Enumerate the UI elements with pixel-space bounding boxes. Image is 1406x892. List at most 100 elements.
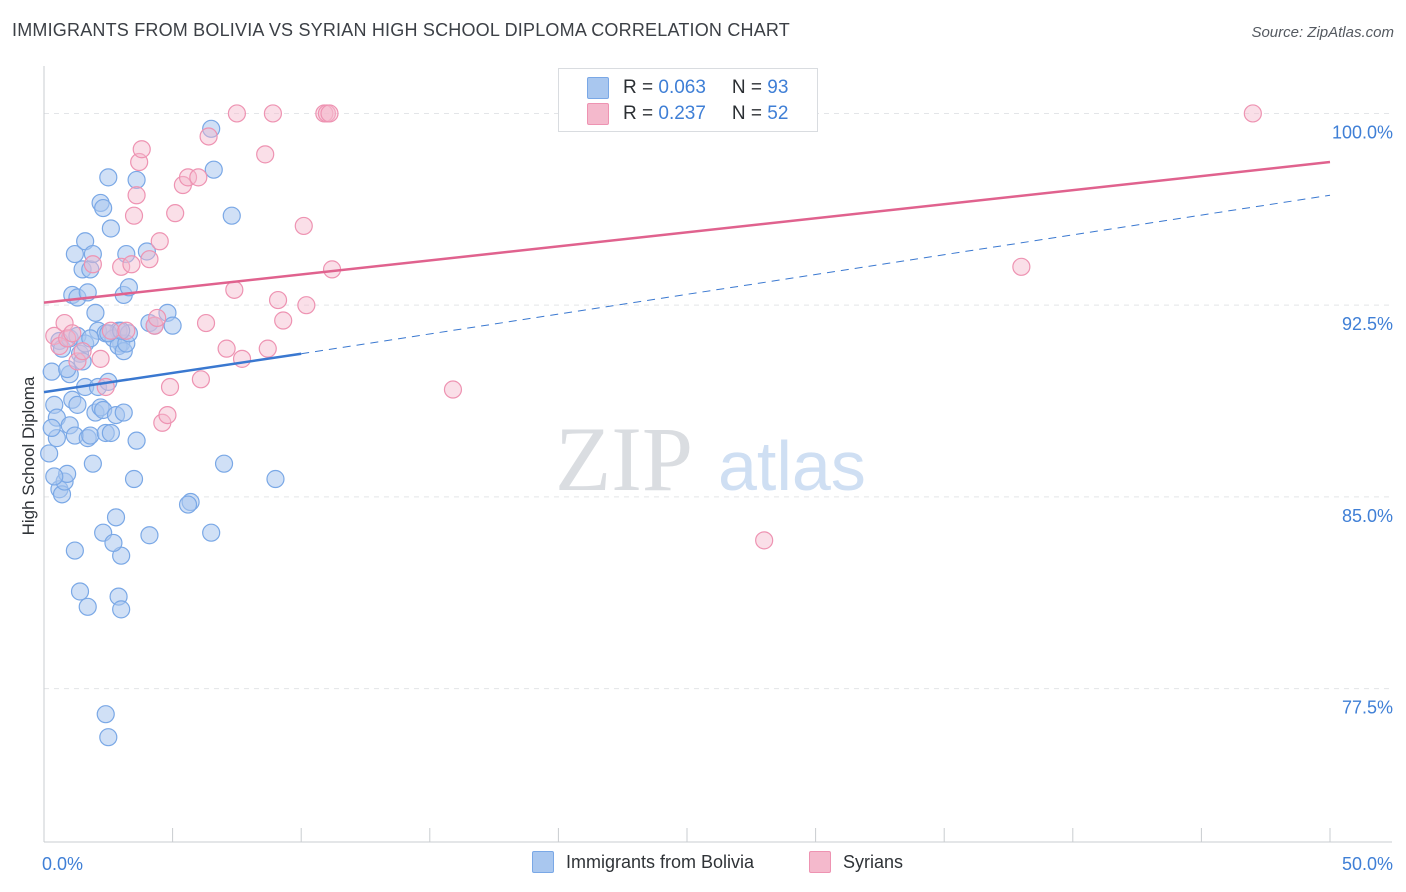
syrians-trend-line: [43, 160, 1331, 304]
bolivia-point: [204, 160, 223, 179]
bolivia-point: [65, 541, 84, 560]
syrians-point: [225, 280, 244, 299]
syrians-point: [196, 313, 216, 333]
bolivia-point: [78, 597, 97, 616]
watermark-atlas: atlas: [718, 427, 866, 505]
bolivia-point: [222, 206, 241, 225]
y-tick-label: 77.5%: [1342, 698, 1393, 718]
syrians-point: [140, 250, 159, 269]
bottom-legend-label-syrians: Syrians: [843, 851, 904, 872]
syrians-point: [68, 352, 87, 371]
bolivia-point: [45, 467, 64, 486]
bolivia-point: [99, 168, 118, 187]
syrians-point: [232, 349, 252, 368]
legend-n-label: N =: [731, 77, 768, 98]
syrians-point: [73, 342, 92, 361]
syrians-point: [158, 405, 177, 425]
y-tick-label: 92.5%: [1342, 314, 1393, 334]
bolivia-point: [127, 431, 146, 450]
legend-r-label: R =: [623, 103, 659, 124]
source-label: Source: ZipAtlas.com: [1251, 24, 1394, 41]
legend-swatch-bolivia: [587, 77, 609, 99]
syrians-point: [189, 168, 208, 187]
chart-title: IMMIGRANTS FROM BOLIVIA VS SYRIAN HIGH S…: [12, 20, 790, 40]
x-tick-labels: 0.0% 50.0%: [42, 854, 1393, 874]
legend-row-syrians: R = 0.237 N = 52: [587, 101, 788, 127]
grid-lines: [44, 112, 1392, 690]
syrians-point: [124, 206, 144, 225]
syrians-point: [50, 336, 69, 356]
syrians-point: [755, 531, 774, 550]
syrians-point: [274, 311, 293, 330]
bolivia-point: [114, 403, 133, 422]
bottom-legend-bolivia: Immigrants from Bolivia: [532, 851, 754, 873]
bottom-legend-syrians: Syrians: [809, 851, 903, 873]
x-tick-label: 0.0%: [42, 854, 83, 874]
syrians-point: [63, 324, 82, 343]
bolivia-point: [42, 362, 61, 381]
legend-n-value: 52: [767, 103, 789, 124]
bolivia-point: [127, 170, 146, 190]
syrians-point: [320, 104, 339, 123]
bolivia-point: [266, 469, 285, 489]
y-tick-labels: 100.0% 92.5% 85.0% 77.5%: [1332, 122, 1393, 717]
bolivia-point: [65, 244, 84, 264]
y-tick-label: 100.0%: [1332, 122, 1393, 142]
y-tick-label: 85.0%: [1342, 506, 1393, 526]
syrians-point: [178, 168, 198, 187]
bolivia-point: [202, 523, 221, 542]
bolivia-point: [94, 198, 113, 218]
syrians-point: [297, 296, 316, 315]
legend-row-bolivia: R = 0.063 N = 93: [587, 75, 788, 101]
legend-r-value: 0.063: [658, 77, 706, 98]
y-axis-label: High School Diploma: [19, 376, 38, 535]
syrians-point: [148, 308, 167, 328]
syrians-point: [160, 377, 180, 397]
syrians-point: [268, 290, 288, 310]
syrians-point: [294, 216, 313, 236]
legend-r-value: 0.237: [658, 103, 706, 124]
syrians-point: [227, 104, 246, 123]
bolivia-point: [73, 352, 92, 371]
syrians-point: [58, 329, 77, 348]
bolivia-point: [119, 278, 138, 297]
syrians-point: [1243, 104, 1262, 123]
bolivia-point: [112, 600, 131, 619]
bolivia-point: [101, 219, 120, 238]
syrians-point: [191, 370, 210, 389]
bolivia-point: [178, 495, 198, 514]
syrians-point: [256, 145, 275, 164]
syrians-point: [443, 380, 463, 399]
legend-r-label: R =: [623, 77, 659, 98]
syrians-point: [117, 321, 136, 340]
bolivia-point: [68, 395, 87, 414]
bolivia-point: [86, 303, 105, 322]
watermark: ZIP atlas: [555, 408, 866, 510]
bolivia-point: [83, 244, 102, 264]
bolivia-point: [81, 426, 100, 445]
syrians-point: [132, 140, 151, 159]
x-tick-label: 50.0%: [1342, 854, 1393, 874]
bolivia-point: [214, 454, 234, 473]
syrians-point: [122, 255, 141, 274]
bolivia-trend-line: [43, 352, 302, 394]
bolivia-point: [163, 316, 182, 335]
bolivia-point: [96, 705, 115, 724]
watermark-zip: ZIP: [555, 408, 693, 510]
syrians-point: [91, 349, 110, 368]
bolivia-point: [58, 359, 77, 379]
series-bolivia-points: [40, 119, 285, 747]
legend-n-value: 93: [767, 77, 789, 98]
bolivia-point: [99, 728, 118, 747]
syrians-point: [127, 186, 146, 205]
bolivia-point: [140, 526, 159, 545]
bolivia-point: [106, 508, 126, 527]
bolivia-point: [40, 444, 59, 463]
series-syrians-points: [45, 104, 1262, 550]
legend-n-label: N =: [731, 103, 768, 124]
syrians-point: [217, 339, 236, 358]
syrians-point: [83, 255, 102, 274]
correlation-legend: R = 0.063 N = 93 R = 0.237 N = 52: [558, 68, 818, 132]
bottom-legend-swatch-syrians: [809, 851, 831, 873]
syrians-point: [55, 313, 74, 333]
